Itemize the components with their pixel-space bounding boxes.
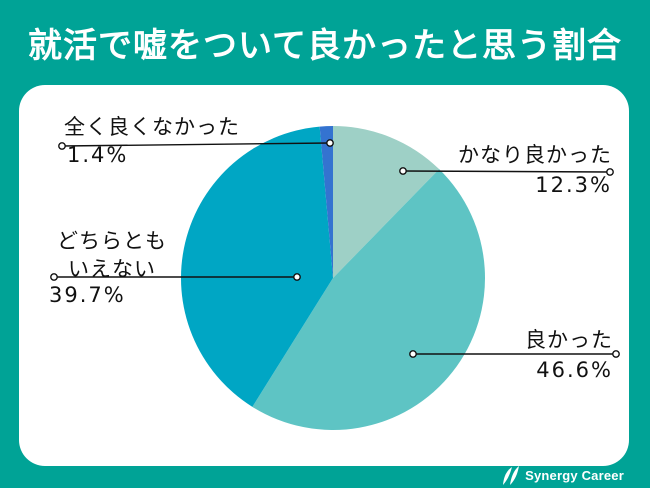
pie-slice-mattaku-yokunakatta: [319, 126, 333, 278]
callout-dot-kanari-slice: [399, 167, 407, 175]
slice-value-mattaku-yokunakatta: 1.4%: [67, 143, 129, 167]
brand-logo: Synergy Career: [502, 465, 624, 485]
callout-line-kanari: [402, 170, 611, 173]
pie-chart: [50, 126, 620, 431]
slice-label-kanari-yokatta: かなり良かった: [458, 143, 612, 168]
callout-dot-mattaku-label: [58, 142, 66, 150]
slice-value-dochiratomo-ienai: 39.7%: [49, 283, 126, 307]
callout-dot-dochira-slice: [293, 273, 301, 281]
callout-line-mattaku: [61, 142, 331, 147]
page-title: 就活で嘘をついて良かったと思う割合: [28, 26, 622, 66]
slice-label-text: 良かった: [525, 328, 613, 352]
callout-dot-kanari-label: [606, 168, 614, 176]
slice-value-kanari-yokatta: 12.3%: [535, 173, 612, 197]
slice-label-mattaku-yokunakatta: 全く良くなかった: [64, 115, 240, 140]
slice-label-text: かなり良かった: [458, 143, 612, 167]
slice-label-text-line1: どちらとも: [57, 229, 167, 253]
slice-value-yokatta: 46.6%: [536, 358, 613, 382]
chart-card: 全く良くなかった 1.4% かなり良かった 12.3% どちらとも いえない 3…: [19, 85, 629, 466]
slice-label-text: 全く良くなかった: [64, 115, 240, 139]
callout-dot-yokatta-label: [612, 350, 620, 358]
callout-dot-dochira-label: [50, 273, 58, 281]
callout-dot-mattaku-slice: [326, 139, 334, 147]
slice-label-yokatta: 良かった: [525, 328, 613, 353]
callout-lines-group: [54, 142, 616, 355]
header: 就活で嘘をついて良かったと思う割合: [0, 0, 650, 85]
pie-slices-group: [180, 126, 486, 431]
callout-dot-yokatta-slice: [409, 350, 417, 358]
slice-label-dochiratomo-ienai: どちらとも いえない: [57, 227, 167, 283]
pie-slice-kanari-yokatta: [333, 126, 440, 278]
pie-slice-yokatta: [252, 169, 486, 431]
brand-name: Synergy Career: [525, 467, 624, 483]
synergy-leaf-icon: [503, 465, 520, 485]
slice-label-text-line2: いえない: [68, 257, 156, 281]
callout-dots-group: [50, 139, 620, 358]
pie-slice-dochiratomo-ienai: [180, 126, 333, 407]
